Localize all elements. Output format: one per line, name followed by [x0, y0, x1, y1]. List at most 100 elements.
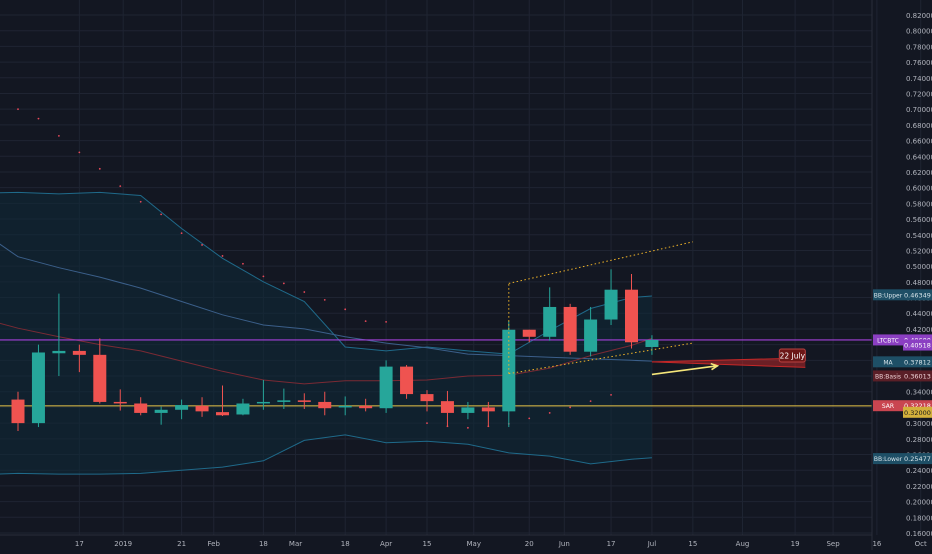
candle[interactable]: [175, 399, 189, 420]
candle[interactable]: [216, 385, 229, 417]
candle[interactable]: [277, 388, 291, 409]
candle[interactable]: [256, 379, 270, 410]
sar-dot: [139, 200, 142, 203]
candle[interactable]: [134, 397, 148, 416]
candle[interactable]: [11, 391, 25, 431]
x-tick-label: Oct: [915, 540, 927, 548]
sar-dot: [242, 262, 244, 265]
candle[interactable]: [93, 338, 107, 404]
candle[interactable]: [113, 389, 127, 411]
candle[interactable]: [379, 360, 393, 413]
candle-body: [236, 403, 250, 415]
candle-body: [604, 289, 618, 320]
price-tag-label: MA: [883, 359, 893, 366]
price-tag-label: SAR: [882, 403, 894, 410]
candle-layer[interactable]: [11, 269, 659, 431]
price-tag-label-bg: [873, 400, 903, 412]
candle[interactable]: [584, 306, 598, 357]
candle[interactable]: [522, 329, 536, 343]
price-tag-value: 0.46349: [904, 291, 931, 299]
candle-body: [584, 319, 598, 352]
price-tag-bb_basis: BB:Basis 0.36013: [873, 370, 932, 382]
sar-dot: [364, 320, 367, 322]
candle-body: [195, 405, 209, 412]
candle[interactable]: [297, 393, 311, 409]
x-tick-label: 15: [423, 540, 432, 548]
channel-lower-line: [508, 342, 693, 375]
x-tick-label: 18: [341, 540, 350, 548]
price-tag-value: 0.40518: [904, 342, 931, 350]
candle[interactable]: [420, 390, 434, 412]
sar-dot: [201, 244, 203, 246]
candle[interactable]: [72, 344, 86, 373]
candle-body: [420, 394, 434, 402]
candle[interactable]: [440, 390, 454, 428]
sar-dot: [426, 422, 428, 425]
price-tag-value-bg: [903, 339, 932, 351]
candle[interactable]: [359, 398, 373, 412]
sar-dot: [610, 393, 612, 396]
x-tick-label: Jul: [647, 540, 657, 548]
x-tick-label: Aug: [736, 540, 750, 548]
candle[interactable]: [481, 401, 495, 428]
channel-upper-line: [508, 241, 693, 284]
candle[interactable]: [563, 303, 577, 355]
candle[interactable]: [645, 335, 659, 355]
candle-body: [359, 405, 373, 409]
indicator-line-layer: [0, 108, 872, 475]
candle[interactable]: [400, 365, 414, 399]
candle-body: [461, 407, 475, 413]
candle[interactable]: [52, 293, 66, 377]
candle-body: [297, 400, 311, 402]
sar-dot: [98, 167, 101, 170]
candle[interactable]: [338, 396, 352, 416]
x-tick-label: Feb: [208, 540, 221, 548]
x-tick-label: 16: [872, 540, 881, 548]
sar-dot: [17, 108, 19, 111]
price-tag-value: 0.32218: [904, 402, 931, 410]
candle[interactable]: [461, 401, 475, 420]
red-projection-wedge: [651, 357, 806, 368]
sar-dot: [58, 134, 60, 137]
price-tag-ma: MA 0.37812: [873, 356, 932, 368]
x-tick-label: 19: [791, 540, 800, 548]
candle[interactable]: [195, 397, 209, 417]
candle[interactable]: [502, 321, 516, 428]
bb-upper-line: [0, 191, 652, 355]
sar-dot: [323, 299, 326, 301]
candle[interactable]: [625, 274, 638, 349]
candle[interactable]: [318, 391, 332, 416]
price-tag-value-bg: [903, 370, 932, 382]
price-tag-label: BB:Lower: [874, 456, 903, 463]
candle-body: [379, 366, 393, 409]
candle-body: [216, 412, 229, 416]
candle[interactable]: [154, 406, 168, 425]
candle[interactable]: [604, 269, 618, 326]
price-tag-value-bg: [903, 400, 932, 412]
sar-dot: [467, 426, 469, 429]
candle[interactable]: [31, 344, 45, 428]
sar-dot: [528, 417, 531, 420]
sar-dot: [262, 275, 265, 278]
candle[interactable]: [543, 287, 557, 341]
sar-dot: [119, 185, 122, 187]
ma-line: [0, 243, 652, 362]
sar-dot: [282, 282, 285, 285]
candle[interactable]: [236, 398, 250, 416]
x-tick-label: Apr: [380, 540, 392, 548]
candle-body: [563, 306, 577, 352]
candle-body: [502, 329, 516, 412]
